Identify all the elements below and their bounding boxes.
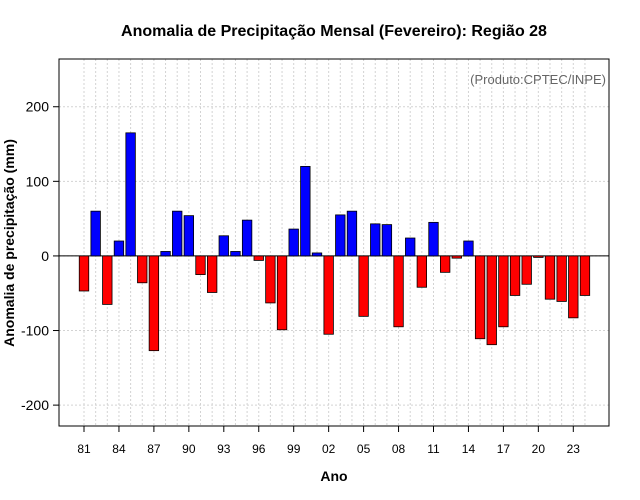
bar-1990 bbox=[183, 215, 195, 257]
bar-2008 bbox=[393, 255, 404, 328]
x-tick-label: 14 bbox=[462, 442, 476, 456]
bar-1997 bbox=[265, 255, 276, 304]
bar-2001 bbox=[311, 252, 323, 257]
bar-2023 bbox=[568, 255, 579, 319]
bar-2017 bbox=[498, 255, 509, 328]
bar-1981 bbox=[78, 255, 90, 292]
bar-1999 bbox=[288, 228, 299, 257]
bar-1992 bbox=[206, 255, 218, 293]
bar-2012 bbox=[439, 255, 451, 273]
y-axis: -200 -100 0 100 200 bbox=[21, 99, 59, 413]
x-tick-label: 93 bbox=[217, 442, 231, 456]
bar-2005 bbox=[358, 255, 369, 317]
x-tick-label: 87 bbox=[147, 442, 161, 456]
bar-2003 bbox=[335, 214, 346, 257]
bar-2000 bbox=[300, 166, 311, 257]
bar-1986 bbox=[137, 255, 148, 284]
bar-1984 bbox=[113, 240, 125, 257]
x-tick-label: 08 bbox=[392, 442, 406, 456]
grid-lines bbox=[59, 59, 609, 426]
x-tick-label: 17 bbox=[497, 442, 511, 456]
bars bbox=[78, 132, 591, 352]
bar-2011 bbox=[428, 221, 439, 257]
bar-2014 bbox=[463, 240, 474, 257]
y-axis-label: Anomalia de precipitação (mm) bbox=[1, 139, 17, 347]
bar-1989 bbox=[172, 210, 183, 257]
y-tick-label: 0 bbox=[41, 248, 49, 264]
x-tick-label: 99 bbox=[287, 442, 301, 456]
bar-1988 bbox=[160, 251, 171, 257]
bar-2015 bbox=[474, 255, 486, 340]
bar-2024 bbox=[579, 255, 591, 296]
bar-2022 bbox=[556, 255, 567, 302]
bar-1993 bbox=[218, 235, 229, 257]
y-tick-label: 200 bbox=[26, 99, 50, 115]
bar-1998 bbox=[276, 255, 288, 331]
x-tick-label: 05 bbox=[357, 442, 371, 456]
bar-1991 bbox=[195, 255, 206, 275]
bar-2020 bbox=[533, 255, 544, 258]
bar-2016 bbox=[486, 255, 497, 346]
plot-frame bbox=[58, 58, 610, 427]
x-tick-label: 23 bbox=[567, 442, 581, 456]
bar-2013 bbox=[451, 255, 462, 259]
x-tick-label: 81 bbox=[77, 442, 91, 456]
x-tick-label: 96 bbox=[252, 442, 266, 456]
bar-1985 bbox=[125, 132, 136, 257]
y-tick-label: -100 bbox=[21, 323, 49, 339]
bar-2007 bbox=[381, 224, 393, 257]
chart-title: Anomalia de Precipitação Mensal (Feverei… bbox=[121, 23, 547, 40]
x-tick-label: 90 bbox=[182, 442, 196, 456]
bar-2004 bbox=[346, 210, 358, 257]
y-tick-label: 100 bbox=[26, 173, 50, 189]
x-axis: 81 84 87 90 93 96 99 02 05 08 11 14 17 20 23 bbox=[77, 426, 580, 456]
bar-1996 bbox=[253, 255, 264, 261]
bar-1987 bbox=[148, 255, 160, 352]
bar-1995 bbox=[241, 219, 253, 257]
x-tick-label: 84 bbox=[112, 442, 126, 456]
bar-1994 bbox=[230, 251, 241, 257]
x-tick-label: 02 bbox=[322, 442, 336, 456]
bar-1983 bbox=[102, 255, 113, 305]
bar-2019 bbox=[521, 255, 532, 285]
x-tick-label: 11 bbox=[427, 442, 440, 456]
bar-2018 bbox=[509, 255, 521, 296]
source-annotation: (Produto:CPTEC/INPE) bbox=[470, 72, 606, 87]
x-axis-label: Ano bbox=[320, 468, 347, 484]
x-tick-label: 20 bbox=[532, 442, 546, 456]
bar-2002 bbox=[323, 255, 334, 335]
bar-2010 bbox=[416, 255, 428, 288]
bar-2009 bbox=[405, 237, 416, 257]
bar-2021 bbox=[544, 255, 556, 300]
bar-2006 bbox=[370, 223, 381, 257]
bar-1982 bbox=[90, 210, 101, 257]
y-tick-label: -200 bbox=[21, 397, 49, 413]
